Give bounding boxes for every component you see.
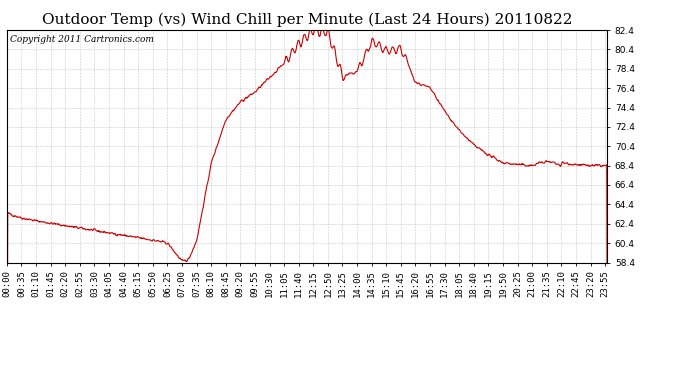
Title: Outdoor Temp (vs) Wind Chill per Minute (Last 24 Hours) 20110822: Outdoor Temp (vs) Wind Chill per Minute … (42, 13, 572, 27)
Text: Copyright 2011 Cartronics.com: Copyright 2011 Cartronics.com (10, 34, 154, 44)
